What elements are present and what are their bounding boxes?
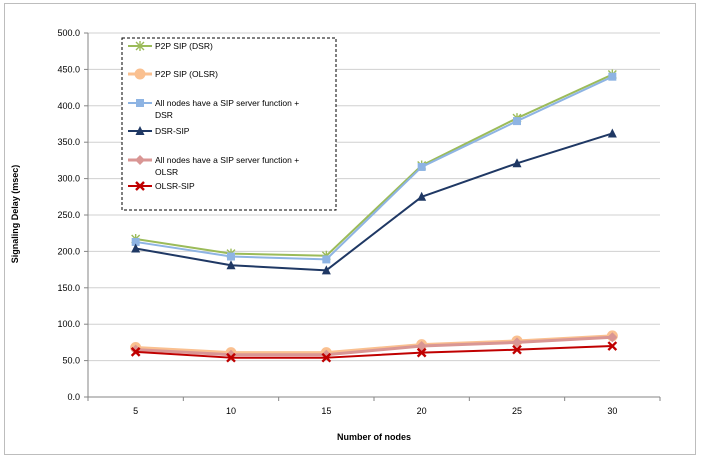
- data-point-marker: [512, 158, 522, 168]
- legend-box: [121, 37, 337, 211]
- x-tick-label: 20: [417, 406, 427, 416]
- legend-label: DSR-SIP: [155, 126, 190, 136]
- series-line: [135, 75, 613, 261]
- legend-item: P2P SIP (DSR): [128, 41, 213, 51]
- data-point-marker: [226, 260, 236, 270]
- data-point-marker: [135, 41, 145, 51]
- data-point-marker: [135, 155, 145, 165]
- y-tick-label: 150.0: [57, 283, 80, 293]
- data-point-marker: [608, 72, 617, 81]
- legend-label: All nodes have a SIP server function + DS…: [155, 98, 299, 120]
- y-axis-title: Signaling Delay (msec): [10, 165, 20, 264]
- y-tick-label: 450.0: [57, 64, 80, 74]
- data-point-marker: [135, 181, 145, 191]
- series-3: [131, 72, 617, 264]
- data-point-marker: [417, 191, 427, 201]
- data-point-marker: [607, 341, 618, 351]
- data-point-marker: [322, 255, 331, 264]
- data-point-marker: [131, 243, 141, 253]
- data-point-marker: [417, 162, 426, 171]
- legend-item: OLSR-SIP: [128, 181, 195, 191]
- data-point-marker: [513, 117, 521, 126]
- series-line: [135, 335, 613, 357]
- series-4: [131, 128, 617, 275]
- data-point-marker: [512, 337, 522, 348]
- legend-label: P2P SIP (OLSR): [155, 69, 218, 79]
- y-tick-label: 350.0: [57, 137, 80, 147]
- series-lines: [130, 69, 618, 363]
- series-line: [135, 73, 613, 257]
- data-point-marker: [131, 237, 140, 246]
- data-point-marker: [136, 99, 144, 107]
- legend-item: All nodes have a SIP server function + DS…: [128, 98, 299, 120]
- data-point-marker: [227, 252, 235, 261]
- x-tick-label: 10: [226, 406, 236, 416]
- y-tick-label: 400.0: [57, 101, 80, 111]
- y-tick-label: 300.0: [57, 174, 80, 184]
- x-axis-title: Number of nodes: [337, 432, 411, 442]
- data-point-marker: [607, 332, 618, 343]
- axes: 0.0 50.0 100.0 150.0 200.0 250.0 300.0 350.0 400…: [57, 28, 661, 416]
- data-point-marker: [135, 126, 145, 135]
- series-line: [135, 345, 613, 359]
- series-6: [130, 341, 618, 363]
- legend-item: All nodes have a SIP server function + OL…: [128, 155, 299, 177]
- y-tick-label: 50.0: [62, 356, 80, 366]
- chart-frame: [4, 3, 696, 455]
- data-point-marker: [134, 68, 146, 80]
- y-tick-label: 0.0: [67, 392, 80, 402]
- data-point-marker: [130, 347, 141, 357]
- x-tick-label: 25: [512, 406, 522, 416]
- data-point-marker: [512, 344, 522, 355]
- y-tick-label: 100.0: [57, 319, 80, 329]
- data-point-marker: [416, 347, 427, 358]
- y-tick-label: 500.0: [57, 28, 80, 38]
- data-point-marker: [226, 352, 236, 363]
- legend-item: P2P SIP (OLSR): [128, 68, 218, 80]
- x-tick-label: 15: [321, 406, 331, 416]
- data-point-marker: [607, 128, 617, 138]
- y-tick-label: 250.0: [57, 210, 80, 220]
- data-point-marker: [321, 352, 332, 363]
- legend-item: DSR-SIP: [128, 126, 190, 136]
- legend-label: P2P SIP (DSR): [155, 41, 213, 51]
- series-line: [135, 132, 613, 272]
- data-point-marker: [321, 265, 331, 275]
- legend: P2P SIP (DSR) P2P SIP (OLSR) All nodes hav…: [121, 37, 337, 211]
- x-tick-label: 5: [133, 406, 138, 416]
- x-tick-label: 30: [607, 406, 617, 416]
- legend-label: All nodes have a SIP server function + OL…: [155, 155, 299, 177]
- legend-label: OLSR-SIP: [155, 181, 195, 191]
- y-tick-label: 200.0: [57, 246, 80, 256]
